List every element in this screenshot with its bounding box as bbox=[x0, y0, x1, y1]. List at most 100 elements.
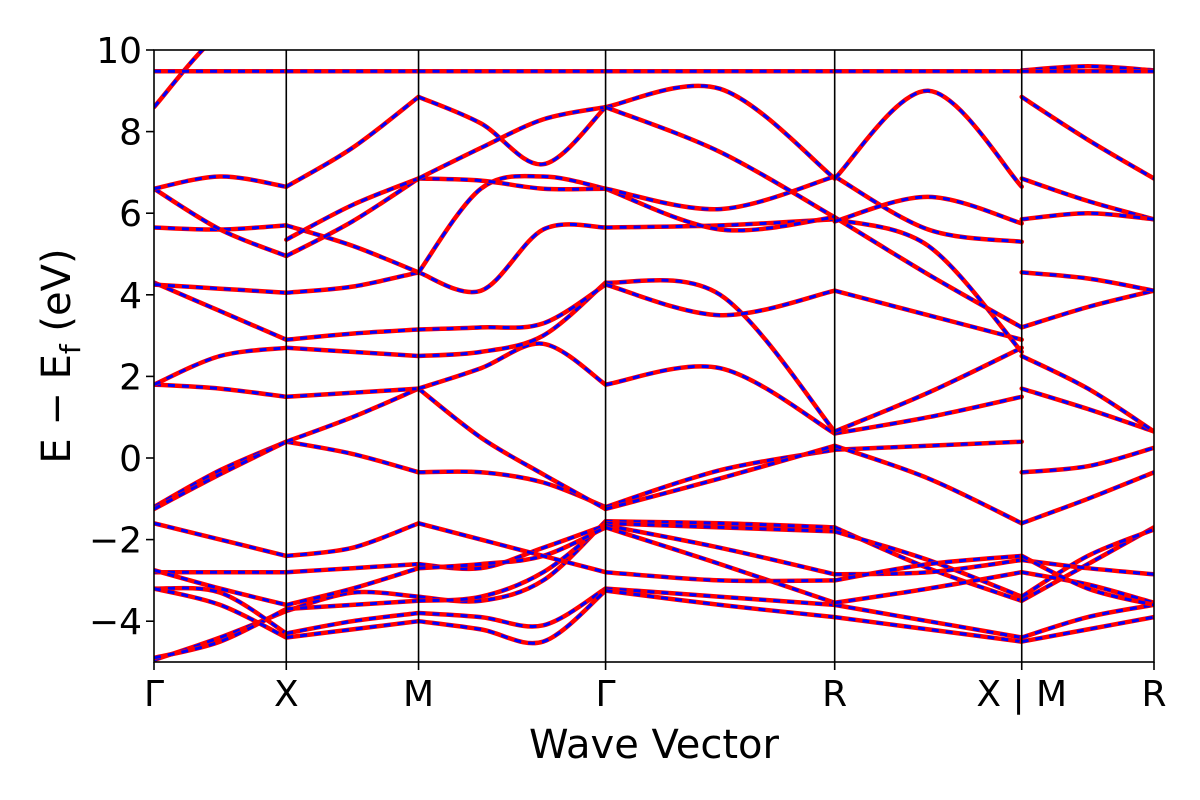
band-line-dashed bbox=[1021, 615, 1154, 644]
band-line-dashed bbox=[605, 523, 836, 576]
band-line-dashed bbox=[605, 521, 835, 533]
y-axis-label-subscript: f bbox=[54, 343, 87, 354]
band-line bbox=[603, 104, 837, 220]
band-line-dashed bbox=[834, 217, 1023, 353]
band-line-dashed bbox=[418, 522, 607, 603]
band-line-dashed bbox=[286, 328, 419, 342]
band-line-dashed bbox=[1020, 528, 1154, 598]
band-line-dashed bbox=[285, 177, 420, 258]
band-line-dashed bbox=[834, 395, 1023, 435]
band-line bbox=[603, 83, 837, 181]
x-tick-label: X | M bbox=[976, 674, 1067, 715]
band-line-dashed bbox=[605, 84, 836, 180]
band-line-dashed bbox=[605, 519, 835, 529]
band-line-dashed bbox=[154, 440, 287, 511]
y-tick-label: 4 bbox=[119, 276, 142, 317]
x-tick-label: M bbox=[403, 674, 434, 715]
band-line-dashed bbox=[154, 223, 287, 232]
y-tick-label: 8 bbox=[119, 113, 142, 154]
band-line bbox=[284, 521, 421, 559]
band-line-dashed bbox=[1021, 211, 1154, 221]
band-line-dashed bbox=[418, 342, 607, 391]
band-line-dashed bbox=[1021, 446, 1154, 474]
band-line-dashed bbox=[417, 105, 606, 180]
band-line bbox=[832, 557, 1024, 577]
band-line-dashed bbox=[1021, 354, 1154, 433]
x-axis-ticks: Γ X M Γ R X | M R bbox=[144, 662, 1167, 715]
band-line-dashed bbox=[418, 283, 607, 331]
band-line-dashed bbox=[1021, 470, 1154, 525]
band-line-dashed bbox=[154, 346, 287, 386]
band-line-dashed bbox=[605, 525, 836, 605]
band-line bbox=[416, 280, 608, 359]
y-axis-label-main: E − E bbox=[34, 354, 80, 464]
band-line-dashed bbox=[834, 526, 1023, 603]
band-line-dashed bbox=[1021, 177, 1154, 221]
band-line-dashed bbox=[834, 603, 1022, 639]
x-tick-label: Γ bbox=[596, 674, 616, 715]
band-line bbox=[416, 104, 608, 181]
band-line-dashed bbox=[1021, 289, 1154, 329]
band-line-dashed bbox=[418, 526, 607, 570]
band-line bbox=[832, 553, 1024, 583]
band-line-dashed bbox=[154, 586, 288, 635]
band-line bbox=[416, 222, 608, 295]
band-line bbox=[1019, 445, 1154, 475]
band-line bbox=[832, 529, 1024, 599]
band-line-dashed bbox=[605, 175, 836, 211]
band-line-dashed bbox=[834, 444, 1023, 525]
band-line-dashed bbox=[417, 387, 607, 511]
band-line-dashed bbox=[154, 281, 287, 342]
band-line-dashed bbox=[834, 195, 1023, 225]
band-line-dashed bbox=[1020, 526, 1154, 603]
band-line-dashed bbox=[1020, 95, 1154, 180]
band-line bbox=[832, 194, 1024, 226]
plot-frame bbox=[153, 49, 1155, 663]
band-line-dashed bbox=[834, 289, 1023, 342]
band-line-dashed bbox=[154, 174, 287, 191]
band-line bbox=[832, 439, 1024, 453]
band-line-dashed bbox=[154, 568, 287, 607]
band-line bbox=[832, 174, 1024, 245]
band-line bbox=[832, 215, 1024, 330]
band-line-dashed bbox=[286, 599, 419, 611]
band-line-dashed bbox=[154, 383, 287, 399]
y-axis-ticks: −4 −2 0 2 4 6 8 10 bbox=[89, 31, 154, 643]
band-line bbox=[832, 88, 1024, 189]
band-line bbox=[284, 223, 421, 275]
x-tick-label: Γ bbox=[144, 674, 164, 715]
band-line-dashed bbox=[1021, 270, 1154, 293]
band-line bbox=[832, 569, 1024, 606]
band-line bbox=[603, 186, 837, 233]
band-line-dashed bbox=[605, 105, 836, 219]
y-tick-label: 10 bbox=[96, 31, 142, 72]
band-line-dashed bbox=[285, 177, 420, 242]
band-line-dashed bbox=[286, 562, 419, 574]
y-tick-label: 6 bbox=[119, 194, 142, 235]
y-tick-label: 0 bbox=[119, 439, 142, 480]
band-line-dashed bbox=[1021, 387, 1154, 433]
band-line-dashed bbox=[286, 270, 419, 295]
band-line bbox=[154, 586, 289, 640]
band-line-dashed bbox=[1021, 603, 1154, 639]
band-line bbox=[416, 386, 608, 512]
band-line-dashed bbox=[286, 440, 420, 474]
y-tick-label: 2 bbox=[119, 357, 142, 398]
band-line-dashed bbox=[418, 589, 607, 645]
band-line-dashed bbox=[418, 470, 607, 509]
band-line-dashed bbox=[418, 281, 607, 358]
band-line-dashed bbox=[605, 587, 835, 607]
band-line bbox=[416, 469, 608, 510]
band-line-dashed bbox=[605, 448, 835, 509]
y-axis-label: E − Ef (eV) bbox=[34, 248, 87, 463]
y-tick-label: −4 bbox=[89, 602, 142, 643]
band-line bbox=[154, 345, 289, 387]
y-tick-label: −2 bbox=[89, 521, 142, 562]
band-line bbox=[154, 50, 206, 110]
band-line-dashed bbox=[605, 570, 835, 583]
band-line-dashed bbox=[286, 611, 419, 635]
band-line bbox=[603, 364, 837, 436]
band-line-dashed bbox=[833, 89, 1023, 188]
x-tick-label: X bbox=[274, 674, 299, 715]
